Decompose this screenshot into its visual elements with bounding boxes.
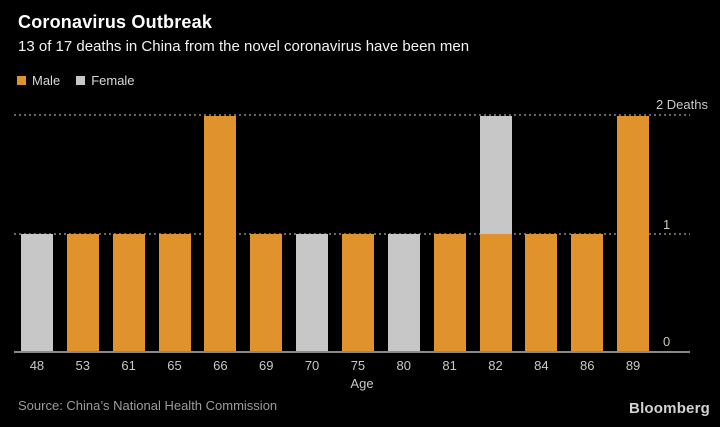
bar-male-age-75 xyxy=(341,234,374,352)
x-tick-label-86: 86 xyxy=(579,358,595,373)
x-tick-label-53: 53 xyxy=(75,358,90,373)
plot-area xyxy=(14,116,656,352)
x-tick-label-70: 70 xyxy=(304,358,320,373)
bar-male-age-65 xyxy=(158,234,191,352)
x-tick-label-61: 61 xyxy=(121,358,136,373)
x-tick-label-81: 81 xyxy=(442,358,457,373)
x-axis-labels: 48 53 61 65 66 69 70 75 80 81 82 84 86 89 xyxy=(14,358,656,374)
x-tick-label-80: 80 xyxy=(396,358,411,373)
legend-item-female: Female xyxy=(76,73,135,88)
bar-male-age-89 xyxy=(617,116,650,352)
bar-male-age-84 xyxy=(525,234,558,352)
x-tick-label-75: 75 xyxy=(350,358,366,373)
y-tick-0: 0 xyxy=(663,334,671,349)
x-tick-label-69: 69 xyxy=(258,358,274,373)
female-color-swatch xyxy=(76,76,86,85)
legend-item-male: Male xyxy=(17,73,60,88)
x-tick-label-84: 84 xyxy=(534,358,549,373)
bar-male-age-86 xyxy=(571,234,604,352)
y-tick-2-deaths: 2 Deaths xyxy=(655,97,708,112)
bar-male-age-53 xyxy=(66,234,99,352)
bar-female-age-80 xyxy=(387,234,420,352)
source-text: Source: China’s National Health Commissi… xyxy=(18,398,278,413)
x-tick-label-89: 89 xyxy=(625,358,641,373)
x-tick-label-66: 66 xyxy=(213,358,228,373)
bar-female-age-48 xyxy=(20,234,53,352)
bar-male-age-81 xyxy=(433,234,466,352)
x-tick-label-65: 65 xyxy=(167,358,182,373)
bar-female-age-70 xyxy=(296,234,329,352)
bar-male-age-61 xyxy=(112,234,145,352)
male-color-swatch xyxy=(17,76,26,85)
bar-female-age-82 xyxy=(479,116,512,234)
gridline-value-2 xyxy=(14,114,690,116)
x-tick-label-48: 48 xyxy=(29,358,45,373)
chart-title: Coronavirus Outbreak xyxy=(18,12,213,32)
bar-male-age-66 xyxy=(204,116,237,352)
bar-male-age-69 xyxy=(250,234,283,352)
bloomberg-logo: Bloomberg xyxy=(629,400,710,417)
y-tick-1: 1 xyxy=(663,217,671,232)
bar-male-age-82 xyxy=(479,234,512,352)
x-tick-label-82: 82 xyxy=(488,358,503,373)
x-axis-baseline xyxy=(14,351,690,353)
chart-subtitle: 13 of 17 deaths in China from the novel … xyxy=(18,38,470,55)
x-axis-title: Age xyxy=(350,376,374,391)
legend-label-male: Male xyxy=(32,73,61,88)
legend: Male Female xyxy=(17,73,135,88)
legend-label-female: Female xyxy=(91,73,135,88)
